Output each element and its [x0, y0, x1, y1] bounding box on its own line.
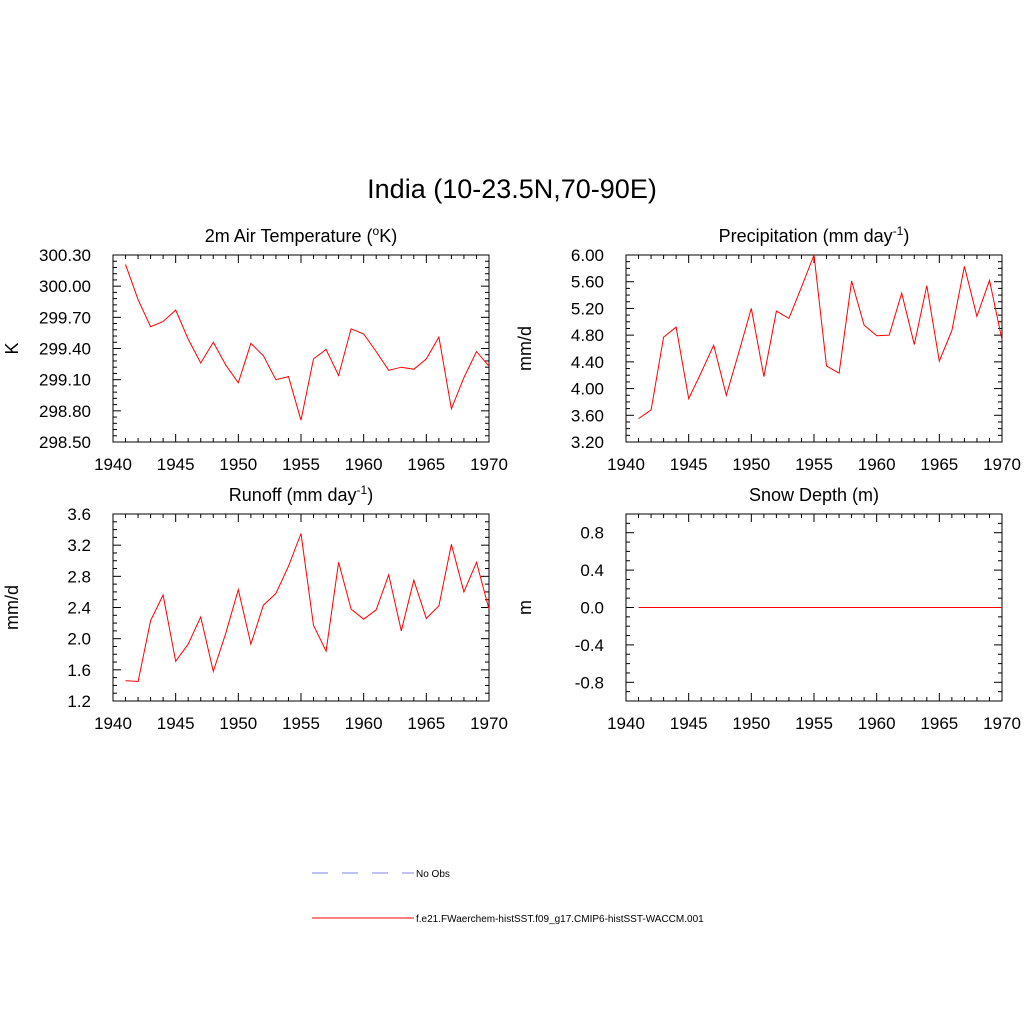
x-tick-label: 1955: [795, 455, 833, 474]
plot-frame: [112, 513, 490, 702]
y-tick-label: 3.2: [67, 536, 91, 555]
panel-temperature: 1940 1945 1950 1955 1960 1965 1970 298.50 298.80…: [2, 224, 508, 474]
x-tick-label: 1950: [732, 714, 770, 733]
panel-title: Snow Depth (m): [749, 485, 879, 505]
y-tick-label: 5.60: [571, 273, 604, 292]
x-tick-label: 1955: [795, 714, 833, 733]
y-axis-label: mm/d: [515, 326, 535, 371]
series-line-runoff: [125, 533, 490, 683]
y-tick-label: 0.4: [580, 561, 604, 580]
x-tick-label: 1955: [282, 714, 320, 733]
panel-title-sup: -1: [357, 483, 368, 497]
x-tick-label: 1960: [858, 455, 896, 474]
panel-title-main: Precipitation (mm day: [719, 226, 893, 246]
x-tick-label: 1945: [157, 714, 195, 733]
x-tick-label: 1945: [670, 455, 708, 474]
panel-title-main: Runoff (mm day: [229, 485, 357, 505]
y-tick-label: 6.00: [571, 246, 604, 265]
y-tick-label: 3.6: [67, 505, 91, 524]
x-tick-label: 1960: [345, 455, 383, 474]
plot-frame: [625, 254, 1003, 443]
x-tick-label: 1945: [670, 714, 708, 733]
legend-label-no-obs: No Obs: [416, 869, 450, 880]
y-tick-label: 4.00: [571, 380, 604, 399]
y-tick-label: 299.10: [39, 371, 91, 390]
x-tick-label: 1960: [858, 714, 896, 733]
panel-precipitation: 1940 1945 1950 1955 1960 1965 1970 3.20 3.60 4.00…: [515, 224, 1021, 474]
x-tick-label: 1940: [94, 714, 132, 733]
y-tick-label: 5.20: [571, 299, 604, 318]
panel-title: Runoff (mm day-1): [229, 483, 373, 505]
x-tick-label: 1950: [219, 714, 257, 733]
x-tick-label: 1960: [345, 714, 383, 733]
y-tick-label: 300.00: [39, 277, 91, 296]
series-line-temperature: [125, 264, 490, 421]
legend-label-model: f.e21.FWaerchem-histSST.f09_g17.CMIP6-hi…: [416, 914, 704, 925]
x-tick-label: 1965: [920, 455, 958, 474]
y-tick-label: 299.70: [39, 308, 91, 327]
y-tick-label: 1.2: [67, 692, 91, 711]
panel-title: Precipitation (mm day-1): [719, 224, 910, 246]
panels: 1940 1945 1950 1955 1960 1965 1970 298.50 298.80…: [2, 224, 1021, 733]
y-tick-label: 3.60: [571, 406, 604, 425]
x-tick-label: 1970: [470, 455, 508, 474]
x-tick-label: 1940: [607, 455, 645, 474]
panel-snow-depth: 1940 1945 1950 1955 1960 1965 1970 -0.8 -0.4 0.0 0…: [515, 485, 1021, 733]
panel-title-main: 2m Air Temperature (: [205, 226, 373, 246]
y-tick-label: 4.40: [571, 353, 604, 372]
x-tick-label: 1970: [983, 714, 1021, 733]
x-tick-label: 1965: [920, 714, 958, 733]
x-tick-label: 1970: [470, 714, 508, 733]
y-tick-label: 1.6: [67, 661, 91, 680]
y-tick-label: -0.4: [575, 636, 604, 655]
y-axis-label: K: [2, 342, 22, 354]
y-tick-label: 0.0: [580, 599, 604, 618]
y-axis-label: m: [515, 600, 535, 615]
panel-title: 2m Air Temperature (oK): [205, 224, 397, 246]
y-tick-label: 0.8: [580, 524, 604, 543]
y-tick-label: 300.30: [39, 246, 91, 265]
y-tick-label: 2.0: [67, 630, 91, 649]
y-tick-label: 2.4: [67, 599, 91, 618]
x-tick-label: 1965: [407, 714, 445, 733]
y-tick-label: 2.8: [67, 567, 91, 586]
x-tick-label: 1970: [983, 455, 1021, 474]
x-tick-label: 1940: [94, 455, 132, 474]
panel-title-main: Snow Depth (m): [749, 485, 879, 505]
x-tick-label: 1950: [219, 455, 257, 474]
legend: No Obs f.e21.FWaerchem-histSST.f09_g17.C…: [312, 869, 704, 925]
y-tick-label: 298.50: [39, 433, 91, 452]
y-tick-label: 298.80: [39, 402, 91, 421]
y-tick-label: 299.40: [39, 340, 91, 359]
x-tick-label: 1940: [607, 714, 645, 733]
y-tick-label: 4.80: [571, 326, 604, 345]
x-tick-label: 1945: [157, 455, 195, 474]
panel-title-sup: o: [373, 224, 380, 238]
panel-runoff: 1940 1945 1950 1955 1960 1965 1970 1.2 1.6 2.0 2.4…: [2, 483, 508, 733]
series-line-precipitation: [638, 254, 1003, 420]
panel-title-tail: ): [903, 226, 909, 246]
x-tick-label: 1955: [282, 455, 320, 474]
panel-title-tail: ): [367, 485, 373, 505]
y-tick-label: -0.8: [575, 673, 604, 692]
x-tick-label: 1965: [407, 455, 445, 474]
page-title: India (10-23.5N,70-90E): [367, 174, 657, 204]
y-axis-label: mm/d: [2, 585, 22, 630]
panel-title-sup: -1: [893, 224, 904, 238]
y-tick-label: 3.20: [571, 433, 604, 452]
x-tick-label: 1950: [732, 455, 770, 474]
panel-title-tail: K): [379, 226, 397, 246]
